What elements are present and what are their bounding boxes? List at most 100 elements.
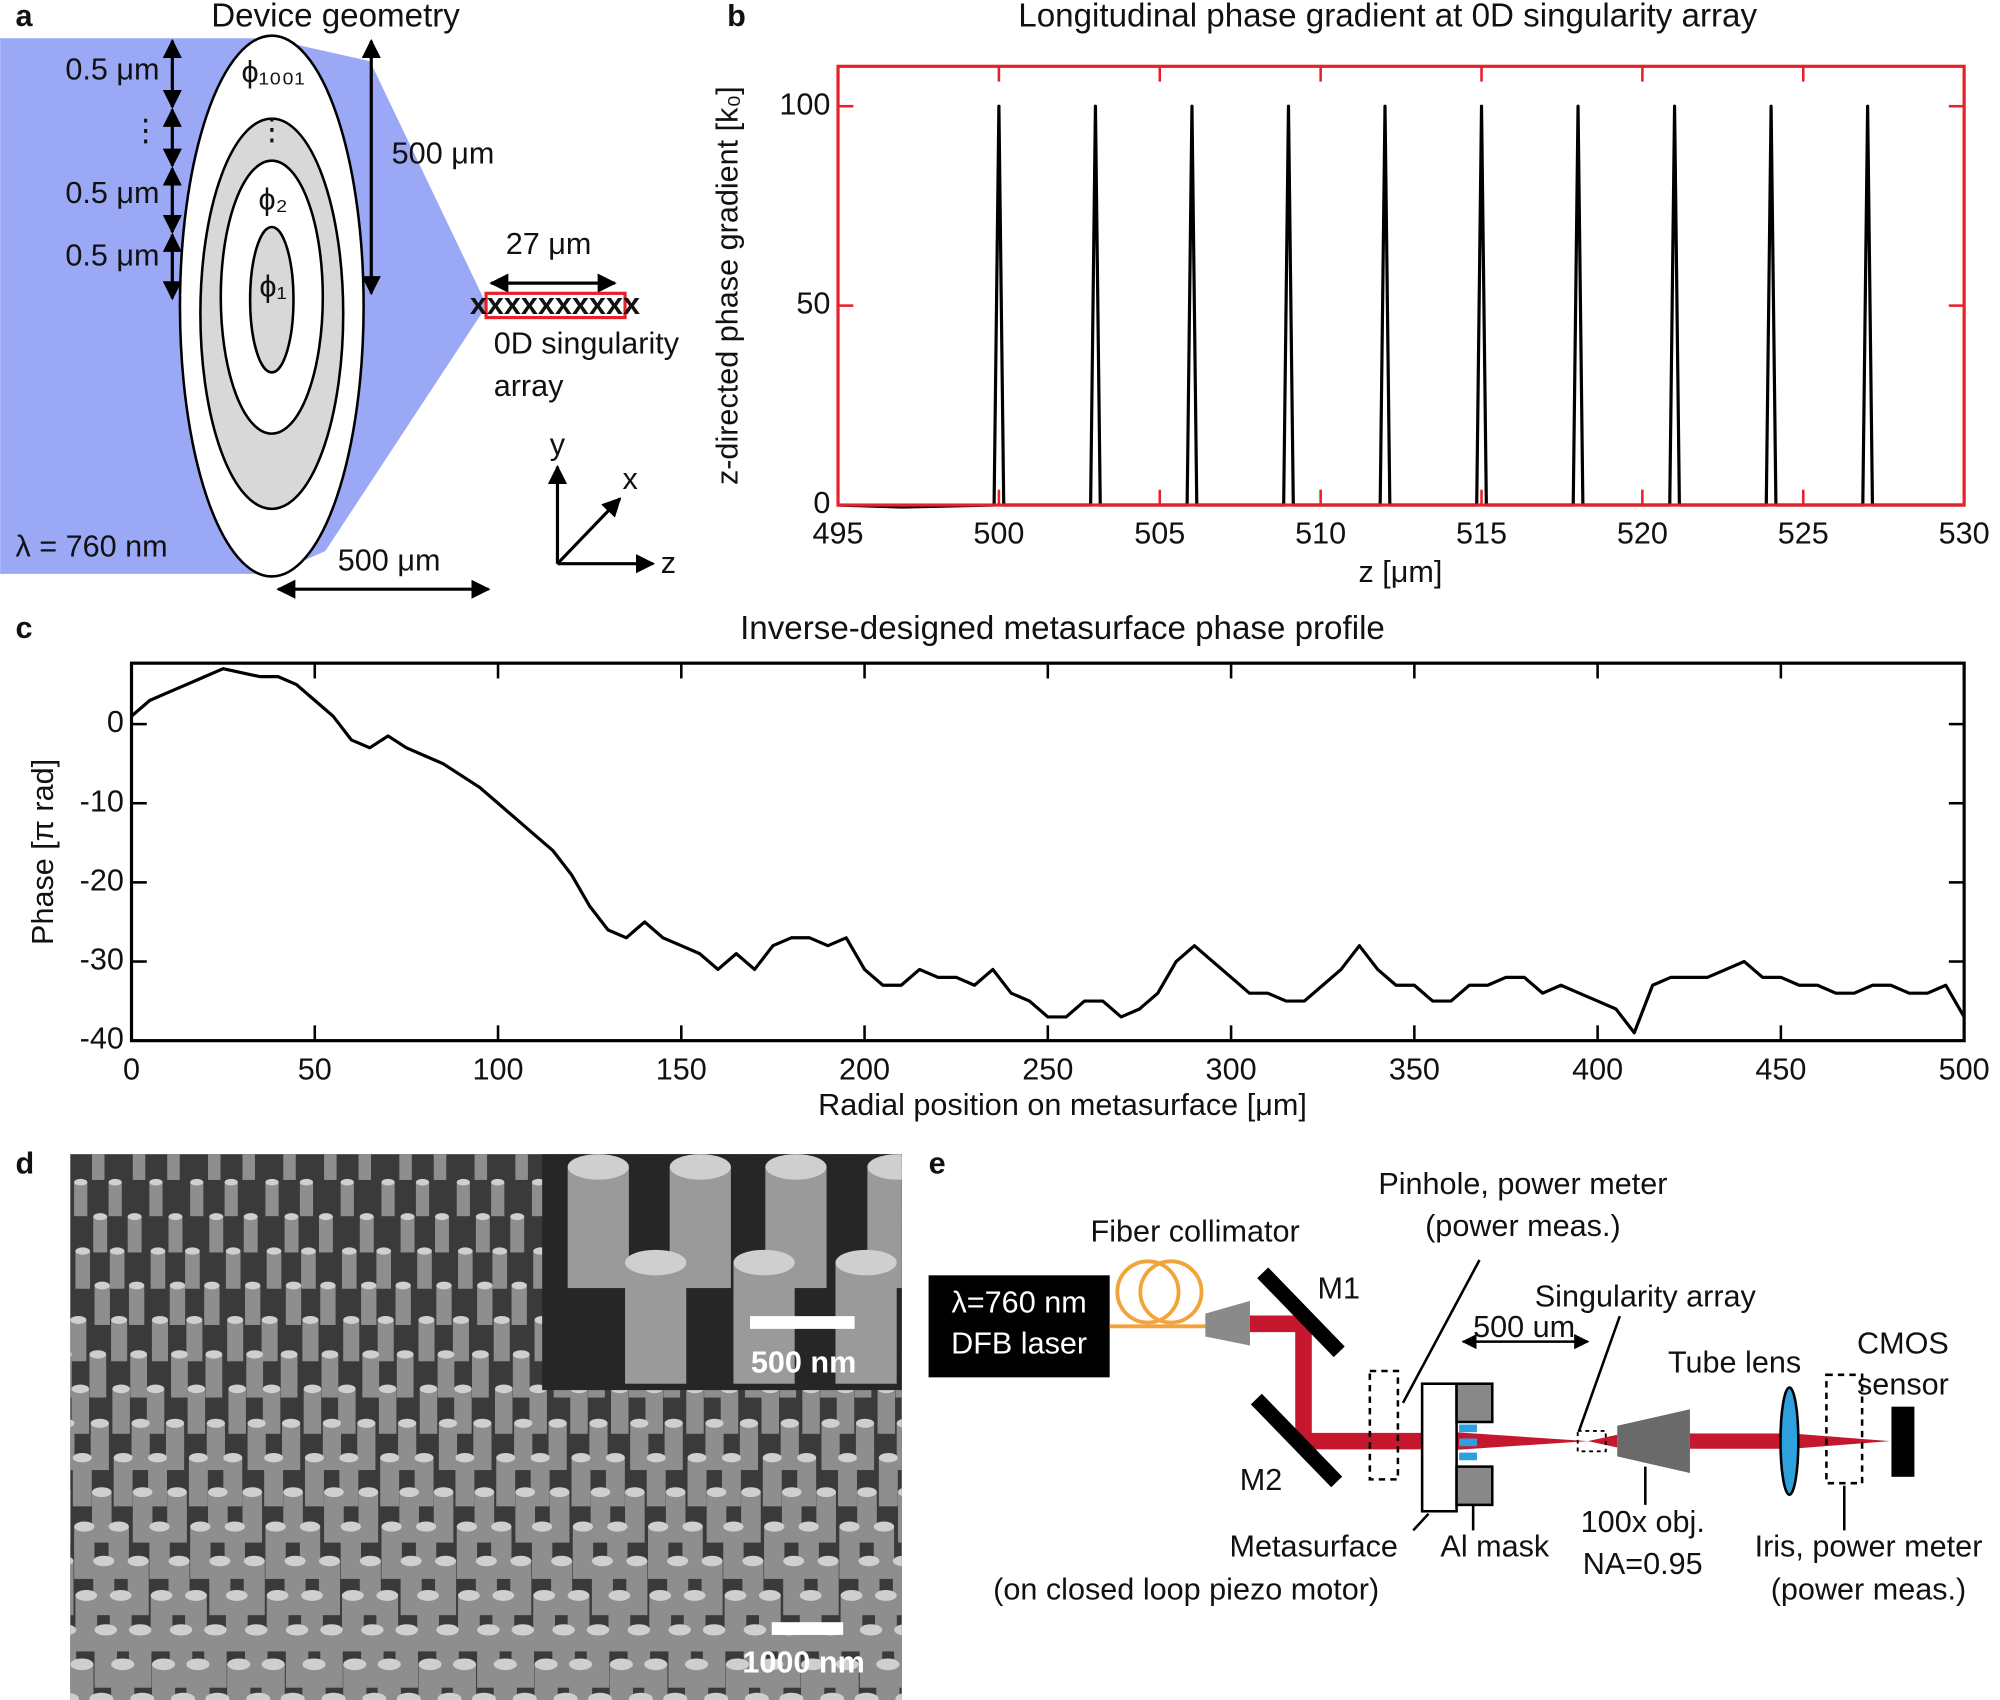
pillar [93, 1560, 115, 1616]
pillar [917, 1664, 940, 1700]
pillar [377, 1319, 394, 1362]
pillar-top [859, 1624, 883, 1636]
pillar [534, 1664, 558, 1700]
pillar [187, 1388, 206, 1434]
pillar [204, 1285, 220, 1326]
pillar [605, 1457, 625, 1507]
pillar [72, 1457, 92, 1507]
pillar-top [304, 1452, 324, 1463]
pillar-top [132, 1487, 153, 1498]
pillar-top [149, 1178, 163, 1186]
pillar [109, 1251, 125, 1289]
pillar-top [779, 1692, 804, 1700]
pillar-top [186, 1315, 203, 1324]
pillar [343, 1664, 367, 1700]
pillar [243, 1216, 258, 1253]
wavelength: λ = 760 nm [15, 529, 167, 563]
pillar-top [571, 1452, 591, 1463]
pillar-top [341, 1589, 364, 1601]
spacing-label: 0.5 μm [65, 239, 159, 273]
pillar-top [74, 1521, 95, 1532]
pillar-top [419, 1384, 438, 1394]
pillar [496, 1457, 516, 1507]
pillar [433, 1492, 454, 1543]
pillar-top [857, 1145, 869, 1151]
pillar [611, 1388, 629, 1434]
pillar [186, 1664, 210, 1700]
pillar [381, 1526, 402, 1579]
beam-focus [1454, 1432, 1588, 1451]
pillar-top [682, 1521, 703, 1532]
pillar-top [916, 1590, 938, 1601]
pillar-top [607, 1521, 628, 1532]
pillar [247, 1423, 266, 1471]
pillar [113, 1457, 133, 1507]
pillar [762, 1457, 782, 1507]
pillar [493, 1319, 510, 1362]
pillar-top [913, 1453, 932, 1462]
pillar [511, 1629, 535, 1688]
pillar-top [512, 1350, 530, 1359]
pillar [261, 1664, 285, 1700]
pillar-top [765, 1154, 827, 1180]
pillar [54, 1286, 69, 1325]
phase-label: ϕ₂ [259, 183, 288, 217]
pillar-top [475, 1145, 487, 1151]
pillar [783, 1560, 805, 1616]
y-tick-label: -20 [80, 863, 124, 897]
pillar [127, 1560, 149, 1616]
pillar [455, 1457, 475, 1507]
pillar-top [70, 1624, 77, 1635]
pillar [321, 1354, 339, 1398]
pillar-top [783, 1555, 805, 1567]
x-tick-label: 495 [813, 517, 864, 551]
pillar-top [377, 1315, 394, 1324]
pillar-top [858, 1555, 880, 1567]
pillar [835, 1664, 859, 1700]
pillar [625, 1492, 645, 1543]
axis-label: z [661, 546, 676, 580]
pillar-top [168, 1555, 190, 1567]
pillar-top [666, 1145, 678, 1151]
x-tick-label: 530 [1939, 517, 1990, 551]
pillar-top [627, 1624, 651, 1636]
x-tick-label: 510 [1295, 517, 1346, 551]
pillar-top [435, 1213, 449, 1221]
pillar-top [418, 1315, 435, 1324]
pillar [398, 1423, 417, 1471]
pillar [533, 1595, 556, 1652]
pillar-top [935, 1624, 957, 1635]
pillar-top [496, 1452, 516, 1463]
pillar [780, 1423, 799, 1471]
pillar [377, 1664, 401, 1700]
pillar-top [744, 1692, 769, 1700]
pillar [70, 1492, 71, 1543]
pillar-top [664, 1418, 683, 1428]
pillar-top [396, 1692, 421, 1700]
pillar-top [472, 1350, 489, 1359]
pillar [913, 1458, 932, 1507]
pillar-top [816, 1145, 828, 1151]
pillar [399, 1154, 412, 1180]
beam-focus [1791, 1433, 1891, 1449]
pillar [802, 1388, 820, 1434]
pillar-top [242, 1487, 263, 1498]
tube-lens-label: Tube lens [1668, 1346, 1801, 1380]
pillar [318, 1216, 333, 1253]
pillar [150, 1251, 166, 1289]
pillar-top [185, 1247, 200, 1255]
pillar-top [438, 1418, 458, 1428]
pillar [934, 1217, 948, 1253]
pillar [892, 1560, 902, 1616]
pillar [185, 1251, 200, 1289]
pillar [664, 1423, 683, 1471]
pillar [301, 1251, 316, 1289]
pillar-top [208, 1145, 220, 1151]
pillar [265, 1182, 279, 1217]
al-mask [1455, 1465, 1494, 1507]
pillar-top [246, 1350, 264, 1359]
pillar [531, 1526, 553, 1579]
pillar [131, 1423, 150, 1471]
pillar [380, 1457, 400, 1507]
pillar-top [75, 1247, 91, 1255]
